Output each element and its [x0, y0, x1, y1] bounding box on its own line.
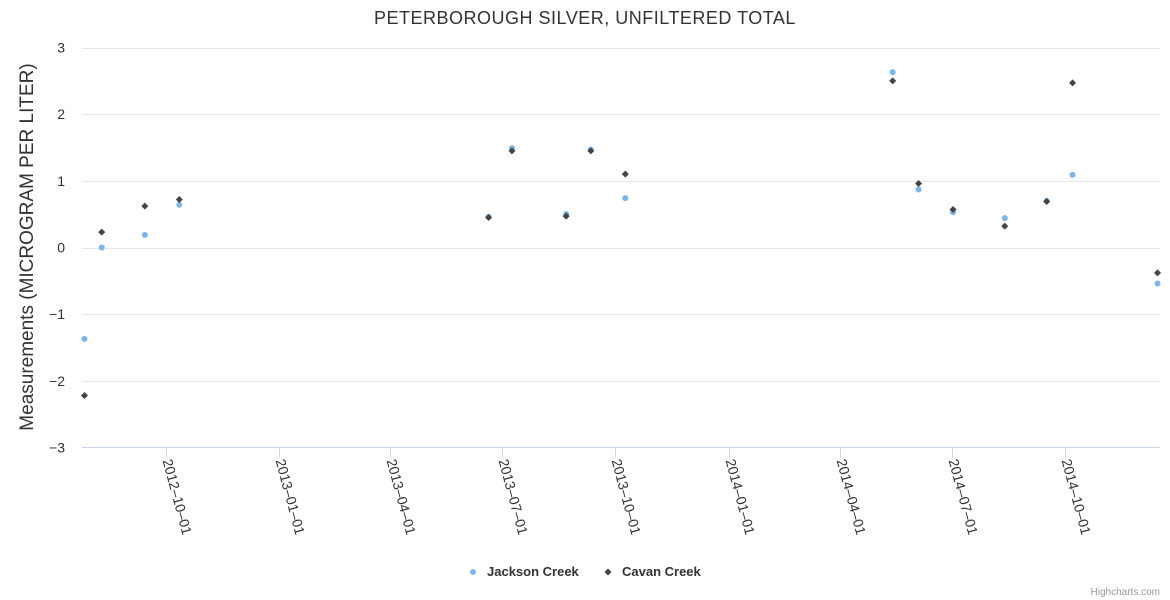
data-point[interactable] — [1043, 198, 1051, 205]
legend-marker-jackson-creek — [470, 569, 476, 575]
data-point[interactable] — [622, 195, 629, 202]
y-axis: −3 −2 −1 0 1 2 3 — [49, 40, 65, 456]
data-point[interactable] — [175, 196, 183, 203]
legend-label-cavan-creek: Cavan Creek — [622, 564, 702, 579]
x-tick-label: 2013–10–01 — [609, 457, 645, 537]
series-jackson-creek — [81, 69, 1161, 342]
legend-item-jackson-creek[interactable]: Jackson Creek — [470, 564, 580, 579]
y-axis-label: Measurements (MICROGRAM PER LITER) — [17, 63, 38, 430]
data-point[interactable] — [1069, 79, 1077, 87]
data-point[interactable] — [587, 147, 595, 155]
data-point[interactable] — [141, 202, 149, 210]
x-axis: 2012–10–01 2013–01–01 2013–04–01 2013–07–01… — [160, 447, 1095, 537]
y-tick-label: −2 — [49, 373, 65, 389]
x-tick-label: 2012–10–01 — [160, 457, 196, 537]
data-point[interactable] — [1001, 222, 1009, 230]
grid — [82, 48, 1160, 382]
data-point[interactable] — [1001, 215, 1008, 222]
data-point[interactable] — [141, 231, 148, 238]
data-point[interactable] — [80, 392, 88, 399]
y-tick-label: 2 — [57, 106, 65, 122]
data-point[interactable] — [889, 69, 896, 76]
credits-link[interactable]: Highcharts.com — [1091, 587, 1160, 598]
series-cavan-creek — [80, 77, 1162, 399]
y-tick-label: 3 — [57, 40, 65, 56]
data-point[interactable] — [98, 228, 106, 236]
legend-item-cavan-creek[interactable]: Cavan Creek — [604, 564, 702, 579]
data-point[interactable] — [1154, 269, 1162, 277]
x-tick-label: 2013–01–01 — [273, 457, 309, 537]
data-point[interactable] — [1069, 171, 1076, 178]
chart-title: PETERBOROUGH SILVER, UNFILTERED TOTAL — [374, 8, 796, 28]
x-tick-label: 2013–04–01 — [384, 457, 420, 537]
data-point[interactable] — [98, 244, 105, 251]
x-tick-label: 2014–10–01 — [1059, 457, 1095, 537]
data-point[interactable] — [1154, 280, 1161, 287]
data-point[interactable] — [485, 214, 493, 221]
x-tick-label: 2013–07–01 — [496, 457, 532, 537]
y-tick-label: 1 — [57, 173, 65, 189]
x-tick-label: 2014–07–01 — [946, 457, 982, 537]
data-point[interactable] — [176, 201, 183, 208]
data-point[interactable] — [915, 180, 923, 187]
y-tick-label: −1 — [49, 306, 65, 322]
legend-marker-cavan-creek — [604, 568, 612, 576]
legend: Jackson Creek Cavan Creek — [470, 564, 702, 579]
data-point[interactable] — [81, 335, 88, 342]
data-point[interactable] — [562, 212, 570, 220]
data-point[interactable] — [949, 206, 957, 213]
data-point[interactable] — [889, 77, 897, 85]
y-tick-label: −3 — [49, 440, 65, 456]
y-tick-label: 0 — [57, 240, 65, 256]
x-tick-label: 2014–04–01 — [834, 457, 870, 537]
x-tick-label: 2014–01–01 — [723, 457, 759, 537]
data-point[interactable] — [508, 147, 516, 155]
legend-label-jackson-creek: Jackson Creek — [487, 564, 580, 579]
plot-area — [80, 69, 1162, 399]
data-point[interactable] — [915, 186, 922, 193]
data-point[interactable] — [621, 170, 629, 178]
